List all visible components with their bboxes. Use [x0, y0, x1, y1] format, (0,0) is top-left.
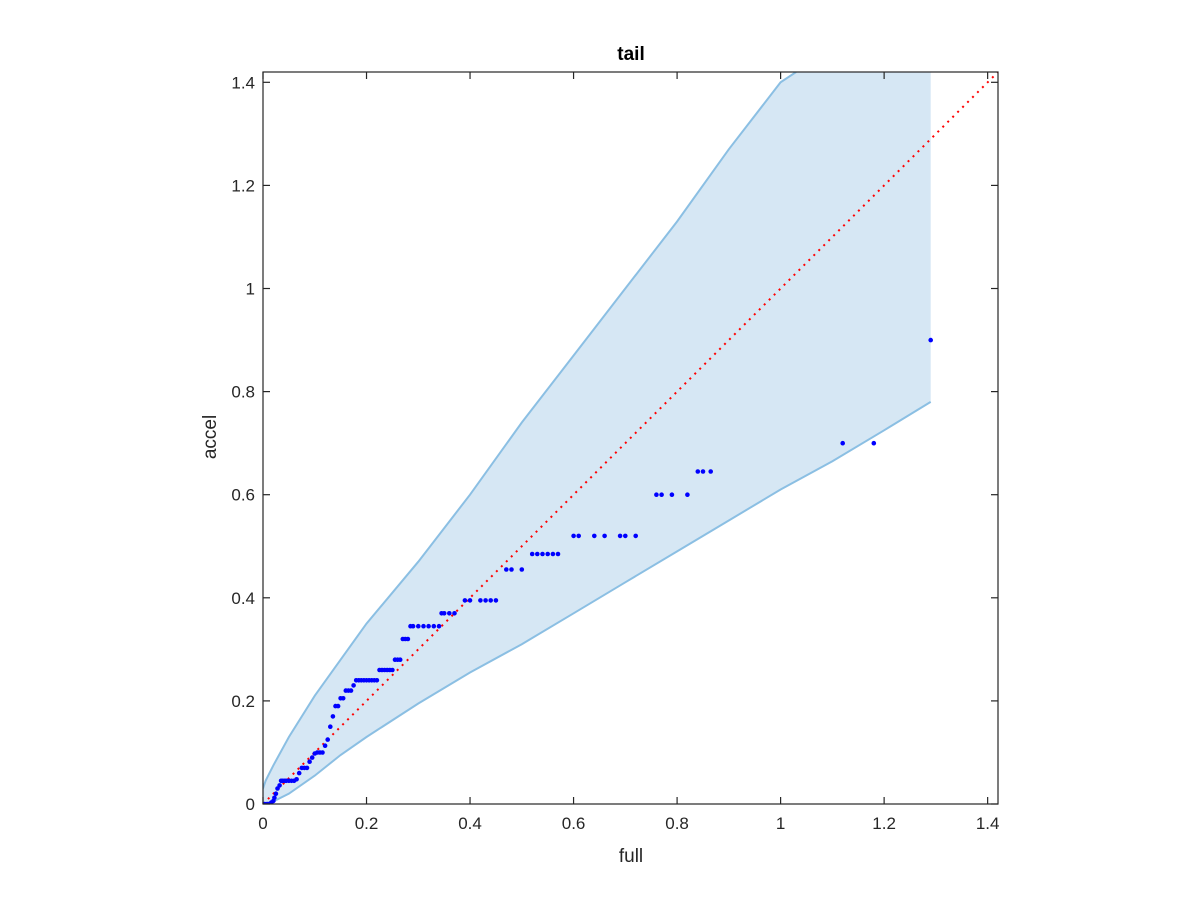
data-point: [277, 783, 282, 788]
data-point: [273, 791, 279, 796]
y-tick-label: 0: [246, 795, 255, 814]
data-point: [335, 703, 341, 709]
data-point: [436, 623, 442, 629]
axes-box: [262, 71, 999, 805]
data-point: [519, 567, 525, 572]
data-point: [330, 714, 336, 719]
data-point: [602, 533, 607, 539]
y-tick-label: 0.8: [231, 383, 255, 402]
data-point: [592, 533, 597, 539]
x-tick-label: 0.4: [458, 814, 482, 833]
data-point: [294, 777, 299, 782]
x-tick-label: 0.8: [665, 814, 689, 833]
x-tick-label: 1.2: [872, 814, 896, 833]
data-point: [462, 598, 468, 603]
data-point: [685, 492, 690, 498]
data-point: [447, 611, 452, 616]
data-point: [483, 598, 488, 603]
data-point: [654, 492, 659, 498]
data-point: [405, 636, 411, 642]
data-point: [328, 724, 333, 729]
data-point: [659, 492, 664, 498]
chart-title: tail: [617, 44, 644, 65]
data-point: [320, 750, 325, 755]
y-tick-label: 0.2: [231, 692, 255, 711]
data-point: [397, 657, 403, 662]
data-point: [550, 551, 556, 557]
confidence-band-upper-edge: [263, 72, 797, 789]
data-point: [325, 737, 331, 742]
data-point: [509, 567, 514, 572]
y-tick-label: 1.4: [231, 73, 255, 92]
data-point: [633, 533, 638, 539]
data-point: [695, 469, 701, 474]
data-point: [504, 567, 509, 572]
data-point: [441, 611, 447, 616]
data-point: [576, 533, 581, 539]
data-point: [493, 598, 499, 603]
data-point: [421, 623, 426, 629]
data-point: [700, 469, 706, 474]
data-point: [390, 667, 395, 673]
data-point: [322, 743, 328, 748]
data-point: [309, 755, 315, 760]
data-point: [540, 551, 545, 557]
data-point: [669, 492, 675, 498]
data-point: [535, 551, 540, 557]
plot-content: [263, 72, 998, 804]
data-point: [340, 696, 346, 701]
data-point: [529, 551, 535, 557]
x-tick-label: 1.4: [976, 814, 1000, 833]
y-tick-label: 1.2: [231, 176, 255, 195]
data-point: [623, 533, 628, 539]
data-point: [351, 683, 356, 688]
x-tick-label: 0.2: [355, 814, 379, 833]
data-point: [617, 533, 623, 539]
data-point: [478, 598, 483, 603]
data-point: [426, 623, 431, 629]
confidence-band-fill: [263, 72, 931, 804]
data-point: [416, 623, 421, 629]
confidence-band-lower-edge: [263, 401, 932, 804]
x-tick-label: 0.6: [562, 814, 586, 833]
y-tick-label: 0.6: [231, 486, 255, 505]
plot-area: [263, 72, 998, 804]
data-point: [571, 533, 576, 539]
data-point: [431, 623, 437, 629]
data-point: [374, 678, 380, 683]
x-tick-label: 0: [258, 814, 267, 833]
data-point: [708, 469, 713, 474]
data-point: [840, 440, 845, 446]
data-point: [488, 598, 494, 603]
y-axis-label: accel: [200, 415, 221, 459]
data-point: [555, 551, 561, 557]
data-point: [928, 337, 933, 343]
data-point: [545, 551, 550, 557]
x-axis-label: full: [619, 846, 643, 867]
data-point: [304, 765, 310, 771]
data-point: [452, 611, 457, 616]
data-point: [410, 623, 416, 629]
data-point: [348, 688, 354, 693]
x-tick-label: 1: [776, 814, 785, 833]
data-point: [307, 759, 312, 764]
reference-line: [263, 72, 998, 804]
data-point: [272, 795, 277, 801]
data-point: [467, 598, 473, 603]
y-tick-label: 1: [246, 280, 255, 299]
axes: 0 0.2 0.4 0.6 0.8 1 1.2 1.4 0 0.2 0.4 0.6 0.8 1 1.2 1.4: [231, 71, 1000, 833]
data-point: [871, 440, 877, 446]
y-tick-label: 0.4: [231, 589, 255, 608]
data-point: [296, 770, 302, 776]
